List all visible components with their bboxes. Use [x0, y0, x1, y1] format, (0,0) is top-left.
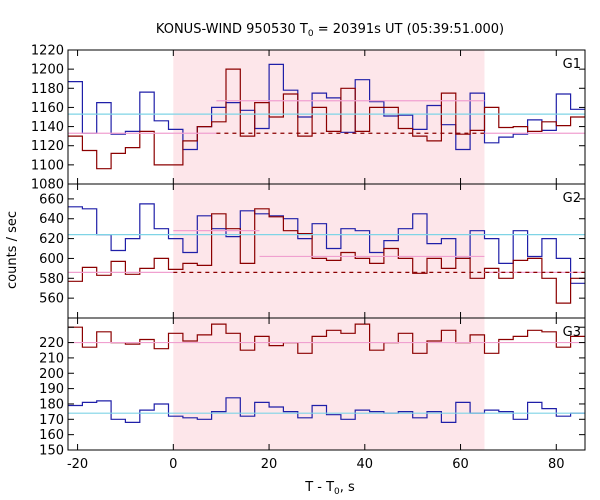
panels-group: 1080 1100 1120 1140 1160 1180 1200 1220 G1 560 580… [31, 44, 586, 472]
xtick-label: 80 [548, 457, 565, 472]
g3-ytick-label: 180 [39, 397, 64, 412]
g3-shaded-interval [173, 318, 485, 450]
g2-ytick-label: 640 [39, 212, 64, 227]
g1-ytick-label: 1220 [31, 44, 64, 59]
g1-shaded-interval [173, 50, 485, 184]
g2-ytick-label: 580 [39, 272, 64, 287]
g1-ytick-label: 1160 [31, 101, 64, 116]
xtick-label: -20 [67, 457, 88, 472]
xtick-label: 40 [357, 457, 374, 472]
g1-ytick-label: 1200 [31, 63, 64, 78]
g1-ytick-label: 1120 [31, 139, 64, 154]
g1-ytick-label: 1080 [31, 178, 64, 193]
xtick-label: 60 [452, 457, 469, 472]
y-axis-label: counts / sec [5, 211, 20, 289]
g3-series-1 [68, 323, 585, 354]
x-axis-label: T - T0, s [304, 480, 355, 497]
g3-ytick-label: 150 [39, 444, 64, 459]
xtick-label: 0 [169, 457, 177, 472]
g3-ytick-label: 210 [39, 351, 64, 366]
g2-ytick-label: 660 [39, 192, 64, 207]
g3-series-2 [68, 397, 585, 423]
chart-title: KONUS-WIND 950530 T0 = 20391s UT (05:39:… [156, 22, 504, 39]
g3-panel-label: G3 [563, 325, 581, 340]
g2-panel-label: G2 [563, 191, 581, 206]
g2-series-2 [68, 208, 585, 304]
g1-ytick-label: 1140 [31, 120, 64, 135]
g1-ytick-label: 1100 [31, 158, 64, 173]
g3-ytick-label: 170 [39, 413, 64, 428]
g2-ytick-label: 620 [39, 232, 64, 247]
g2-series-1 [68, 203, 585, 284]
g3-ytick-label: 190 [39, 382, 64, 397]
g1-ytick-label: 1180 [31, 82, 64, 97]
g3-ytick-label: 200 [39, 367, 64, 382]
g1-series-1 [68, 63, 585, 151]
g1-series-2 [68, 68, 585, 170]
g3-ytick-label: 160 [39, 428, 64, 443]
g3-ytick-label: 220 [39, 336, 64, 351]
g2-ytick-label: 600 [39, 252, 64, 267]
xtick-label: 20 [261, 457, 278, 472]
g1-panel-label: G1 [563, 57, 581, 72]
g2-ytick-label: 560 [39, 292, 64, 307]
g3-frame [67, 317, 586, 451]
g2-shaded-interval [173, 184, 485, 318]
